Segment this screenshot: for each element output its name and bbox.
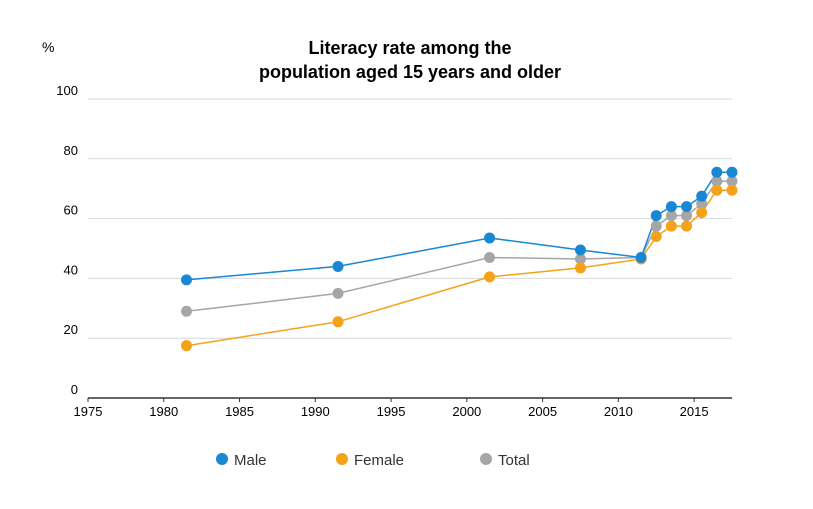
series-lines (186, 171, 732, 347)
data-point-male (484, 232, 496, 244)
data-point-total (650, 220, 662, 232)
data-point-female (681, 220, 693, 232)
data-point-female (484, 271, 496, 283)
x-tick-label: 1975 (74, 404, 103, 419)
gridlines (88, 98, 732, 339)
legend-label-male: Male (234, 452, 267, 469)
data-point-male (635, 251, 647, 263)
data-point-female (180, 340, 192, 352)
x-tick-label: 1995 (377, 404, 406, 419)
data-point-male (650, 210, 662, 222)
data-point-total (665, 210, 677, 222)
legend-marker-male (216, 453, 228, 465)
legend-label-female: Female (354, 452, 404, 469)
data-point-male (726, 166, 738, 178)
y-tick-label: 0 (71, 382, 78, 397)
data-point-total (332, 287, 344, 299)
x-tick-label: 2015 (680, 404, 709, 419)
legend-marker-total (480, 453, 492, 465)
y-unit-label: % (42, 39, 54, 55)
data-point-total (726, 175, 738, 187)
chart-title-line-1: Literacy rate among the (308, 38, 511, 58)
data-point-total (484, 251, 496, 263)
data-point-female (726, 184, 738, 196)
data-point-male (665, 201, 677, 213)
x-tick-label: 1985 (225, 404, 254, 419)
data-point-male (711, 166, 723, 178)
data-point-total (711, 175, 723, 187)
x-tick-label: 1980 (149, 404, 178, 419)
data-point-total (574, 253, 586, 265)
legend-marker-female (336, 453, 348, 465)
x-axis-ticks: 1975 1980 1985 1990 1995 2000 2005 2010 2015 (74, 398, 709, 419)
legend-label-total: Total (498, 452, 530, 469)
data-point-female (574, 262, 586, 274)
data-point-male (681, 201, 693, 213)
series-points (180, 166, 738, 352)
series-line-female (186, 189, 732, 347)
y-tick-label: 60 (64, 203, 78, 218)
data-point-female (650, 231, 662, 243)
legend: Male Female Total (216, 452, 530, 469)
y-tick-label: 100 (56, 83, 78, 98)
chart-title-line-2: population aged 15 years and older (259, 62, 561, 82)
data-point-total (180, 305, 192, 317)
y-tick-label: 80 (64, 143, 78, 158)
x-tick-label: 2010 (604, 404, 633, 419)
y-axis-ticks: 0 20 40 60 80 100 (56, 83, 78, 397)
x-tick-label: 1990 (301, 404, 330, 419)
series-line-male (186, 171, 732, 281)
data-point-male (574, 244, 586, 256)
x-tick-label: 2005 (528, 404, 557, 419)
data-point-male (180, 274, 192, 286)
data-point-male (696, 190, 708, 202)
data-point-total (681, 210, 693, 222)
y-tick-label: 20 (64, 322, 78, 337)
x-tick-label: 2000 (452, 404, 481, 419)
data-point-female (332, 316, 344, 328)
data-point-female (696, 207, 708, 219)
data-point-female (711, 184, 723, 196)
data-point-female (665, 220, 677, 232)
y-tick-label: 40 (64, 262, 78, 277)
data-point-male (332, 260, 344, 272)
